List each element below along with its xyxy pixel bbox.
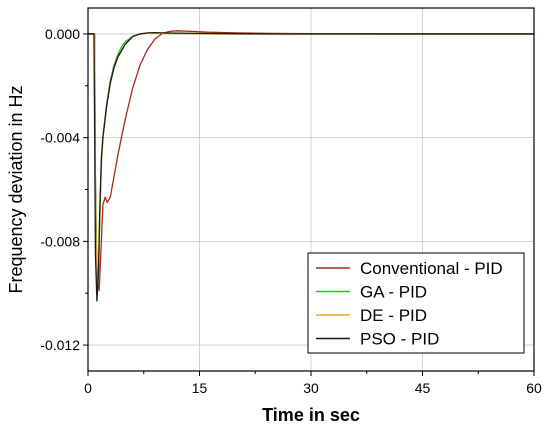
y-tick-label: -0.012 [40, 337, 80, 353]
legend-label: Conventional - PID [360, 259, 503, 278]
y-axis-title: Frequency deviation in Hz [6, 85, 26, 293]
series-lines [88, 30, 534, 302]
x-tick-label: 0 [84, 380, 92, 396]
legend-box [307, 252, 525, 354]
y-tick-label: 0.000 [45, 26, 80, 42]
legend-label: PSO - PID [360, 330, 439, 349]
legend-label: GA - PID [360, 283, 427, 302]
y-tick-label: -0.004 [40, 130, 80, 146]
axis-ticks: 0 15 30 45 60 0.000 -0.004 -0.008 -0.012 [40, 26, 542, 396]
legend: Conventional - PID GA - PID DE - PID PSO - … [307, 252, 525, 354]
x-tick-label: 60 [526, 380, 542, 396]
series-line [88, 31, 534, 302]
y-tick-label: -0.008 [40, 233, 80, 249]
x-axis-title: Time in sec [262, 405, 360, 425]
x-tick-label: 15 [192, 380, 208, 396]
x-tick-label: 30 [303, 380, 319, 396]
legend-label: DE - PID [360, 306, 427, 325]
x-tick-label: 45 [415, 380, 431, 396]
